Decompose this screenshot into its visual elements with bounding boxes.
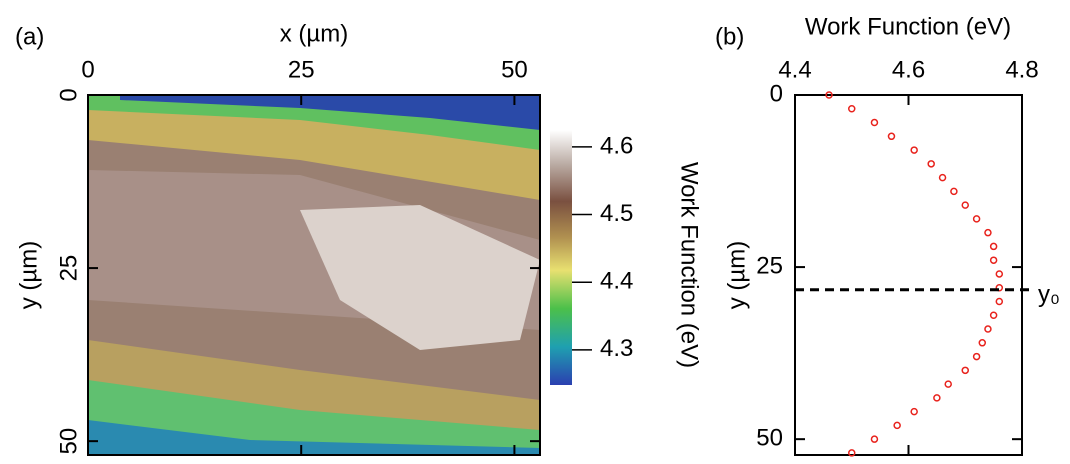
data-point: [910, 407, 918, 416]
y-tick-label: 50: [55, 428, 82, 455]
data-point: [972, 352, 981, 361]
data-point: [848, 449, 856, 457]
x-tick-label: 50: [501, 56, 528, 83]
data-point: [978, 339, 987, 347]
y-tick-label: 25: [756, 252, 783, 279]
data-point: [944, 380, 952, 388]
panel-label: (a): [15, 23, 44, 50]
data-point: [938, 173, 947, 182]
data-point: [984, 325, 992, 333]
axes-frame: [794, 94, 1023, 456]
data-point: [848, 105, 856, 113]
data-point: [989, 242, 998, 251]
y-axis-label: y (µm): [15, 241, 42, 309]
data-point: [933, 394, 941, 402]
data-point: [972, 215, 981, 223]
data-point: [961, 201, 969, 209]
data-point: [984, 228, 992, 237]
colorbar: [550, 130, 572, 385]
data-point: [961, 366, 969, 375]
data-point: [887, 132, 896, 141]
map-image: [88, 95, 540, 455]
colorbar-label: Work Function (eV): [676, 162, 703, 368]
data-point: [825, 91, 833, 99]
data-point: [950, 187, 958, 196]
panel-label: (b): [715, 23, 744, 50]
x-tick-label: 4.6: [892, 56, 925, 83]
x-tick-label: 25: [288, 56, 315, 83]
data-point: [995, 270, 1004, 278]
y-axis-label: y (µm): [723, 241, 750, 309]
y-tick-label: 0: [770, 80, 783, 107]
y-tick-label: 50: [756, 425, 783, 452]
data-point: [989, 311, 998, 320]
colorbar-tick-label: 4.4: [600, 268, 633, 295]
x-axis-label: x (µm): [280, 20, 348, 47]
data-point: [870, 435, 879, 443]
colorbar-tick-label: 4.6: [600, 132, 633, 159]
x-tick-label: 0: [81, 56, 94, 83]
data-point: [870, 118, 879, 127]
reference-label: y₀: [1038, 281, 1060, 308]
data-point: [989, 256, 998, 264]
x-tick-label: 4.8: [1005, 56, 1038, 83]
y-tick-label: 0: [55, 88, 82, 101]
x-tick-label: 4.4: [778, 56, 811, 83]
y-tick-label: 25: [55, 255, 82, 282]
data-point: [910, 146, 918, 154]
x-axis-label: Work Function (eV): [805, 13, 1011, 40]
data-point: [893, 421, 901, 430]
axes-frame: [87, 94, 541, 456]
data-point: [995, 297, 1004, 306]
data-point: [995, 283, 1004, 292]
data-point: [927, 160, 935, 168]
colorbar-tick-label: 4.5: [600, 200, 633, 227]
colorbar-tick-label: 4.3: [600, 335, 633, 362]
